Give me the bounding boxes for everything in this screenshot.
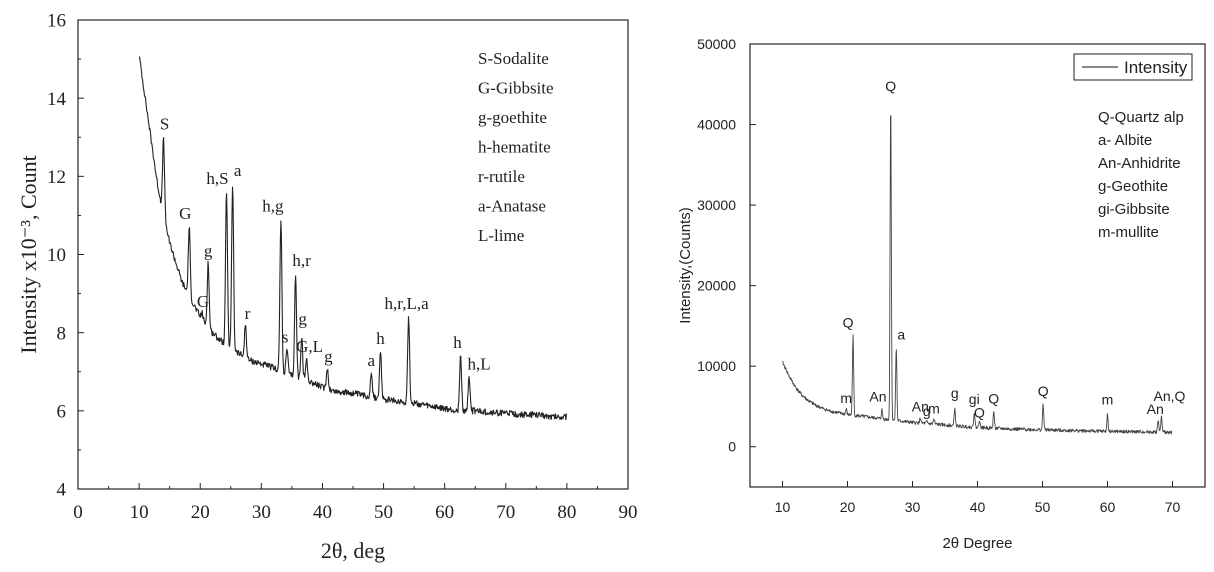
peak-label: m: [1102, 392, 1114, 408]
legend-entry: S-Sodalite: [478, 49, 549, 68]
x-axis-title: 2θ, deg: [321, 538, 385, 563]
series-line: [782, 115, 1173, 435]
peak-label: g: [923, 403, 931, 419]
peak-label: g: [204, 241, 213, 260]
peak-label: h,r,L,a: [385, 294, 430, 313]
x-tick-label: 80: [557, 502, 576, 523]
peak-label: Q: [974, 404, 985, 420]
peak-label: G,L: [296, 337, 323, 356]
y-tick-label: 10: [47, 245, 66, 266]
y-tick-label: 10000: [697, 358, 736, 374]
x-tick-label: 40: [970, 499, 986, 515]
legend-entry: Q-Quartz alp: [1098, 109, 1184, 126]
series-line: [138, 56, 568, 421]
y-tick-label: 12: [47, 167, 66, 188]
x-tick-label: 40: [313, 502, 332, 523]
peak-label: gi: [969, 391, 980, 407]
peak-label: h,L: [468, 355, 491, 374]
y-tick-label: 6: [57, 401, 67, 422]
x-tick-label: 30: [252, 502, 271, 523]
x-tick-label: 20: [191, 502, 210, 523]
x-tick-label: 10: [130, 502, 149, 523]
peak-label: G: [179, 204, 191, 223]
peak-label: Q: [885, 78, 896, 94]
x-tick-label: 60: [435, 502, 454, 523]
x-axis-title: 2θ Degree: [942, 535, 1012, 552]
peak-label: a: [368, 351, 376, 370]
peak-label: An,Q: [1153, 388, 1185, 404]
peak-label: g: [324, 347, 333, 366]
peak-label: G: [197, 292, 209, 311]
legend-entry: gi-Gibbsite: [1098, 201, 1170, 218]
peak-label: h,g: [262, 196, 284, 215]
peak-label: h,S: [206, 169, 228, 188]
peak-label: s: [282, 327, 289, 346]
x-tick-label: 10: [775, 499, 791, 515]
y-tick-label: 20000: [697, 278, 736, 294]
x-tick-label: 60: [1100, 499, 1116, 515]
x-tick-label: 90: [619, 502, 638, 523]
peak-label: Q: [1038, 383, 1049, 399]
x-tick-label: 0: [73, 502, 83, 523]
y-tick-label: 50000: [697, 36, 736, 52]
legend-entry: a- Albite: [1098, 132, 1152, 149]
y-tick-label: 8: [57, 323, 67, 344]
legend-entry: a-Anatase: [478, 197, 546, 216]
peak-label: r: [245, 304, 251, 323]
xrd-chart-left: 0 10 20 30 40 50 60 70 80 90 4 6 8 10 12 14 16 2θ, deg Int…: [16, 11, 638, 563]
peak-label: h: [376, 329, 385, 348]
legend-entry: r-rutile: [478, 167, 525, 186]
peak-label: g: [298, 310, 307, 329]
y-tick-label: 14: [47, 89, 67, 110]
y-tick-label: 30000: [697, 197, 736, 213]
peak-label: An: [912, 399, 929, 415]
peak-label: h: [453, 333, 462, 352]
x-tick-label: 30: [905, 499, 921, 515]
y-tick-label: 4: [57, 480, 67, 501]
peak-label: a: [897, 327, 905, 343]
legend-box-label: Intensity: [1124, 58, 1188, 77]
legend-entry: m-mullite: [1098, 224, 1159, 241]
peak-label: An: [869, 389, 886, 405]
peak-label: An: [1147, 401, 1164, 417]
x-tick-label: 70: [1165, 499, 1181, 515]
legend-entry: g-Geothite: [1098, 178, 1168, 195]
peak-label: S: [160, 114, 169, 133]
y-tick-label: 0: [728, 439, 736, 455]
y-tick-label: 16: [47, 11, 66, 32]
legend-entry: G-Gibbsite: [478, 79, 554, 98]
xrd-chart-right: 10 20 30 40 50 60 70 0 10000 20000 30000 40000 50000…: [677, 36, 1206, 552]
peak-label: m: [840, 390, 852, 406]
legend-entry: g-goethite: [478, 108, 547, 127]
peak-label: Q: [988, 390, 999, 406]
y-axis-title: Intensity,(Counts): [677, 207, 694, 323]
x-tick-label: 20: [840, 499, 856, 515]
peak-label: a: [234, 161, 242, 180]
y-tick-label: 40000: [697, 116, 736, 132]
y-axis-title: Intensity x10⁻³, Count: [16, 155, 41, 353]
legend-entry: L-lime: [478, 226, 524, 245]
legend-entry: An-Anhidrite: [1098, 155, 1181, 172]
x-tick-label: 50: [374, 502, 393, 523]
legend-entry: h-hematite: [478, 138, 551, 157]
x-tick-label: 70: [496, 502, 515, 523]
peak-label: Q: [843, 315, 854, 331]
peak-label: h,r: [292, 251, 311, 270]
x-tick-label: 50: [1035, 499, 1051, 515]
peak-label: m: [928, 400, 940, 416]
peak-label: g: [951, 385, 959, 401]
